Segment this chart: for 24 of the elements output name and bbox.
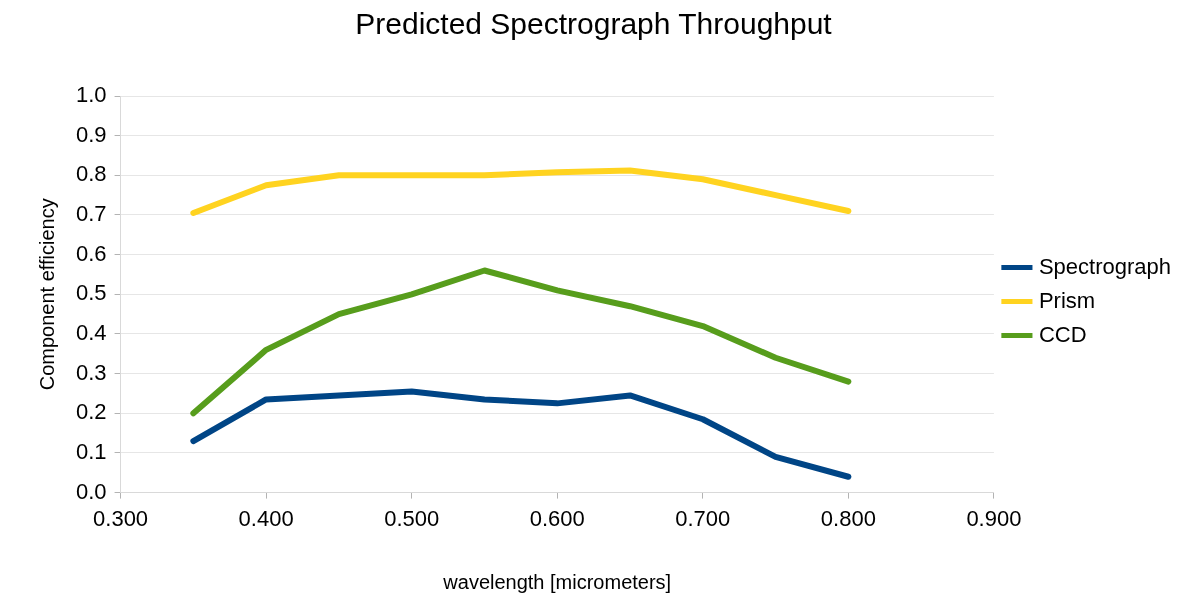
y-tick-label: 0.8 [75, 161, 107, 187]
y-tick-label: 0.1 [75, 439, 107, 464]
x-tick-label: 0.600 [529, 505, 585, 531]
x-axis-title: wavelength [micrometers] [442, 570, 672, 593]
legend-label: Spectrograph [1038, 253, 1172, 279]
chart-title: Predicted Spectrograph Throughput [355, 7, 833, 41]
y-tick-label: 0.5 [75, 280, 107, 306]
y-axis-title: Component efficiency [35, 198, 58, 391]
y-tick-label: 0.4 [75, 320, 107, 346]
legend-label: Prism [1038, 287, 1096, 313]
x-tick-label: 0.500 [384, 505, 440, 531]
x-tick-label: 0.400 [238, 505, 294, 531]
x-tick-label: 0.700 [675, 505, 731, 531]
y-tick-label: 0.3 [75, 359, 107, 385]
y-tick-label: 0.9 [75, 121, 107, 147]
x-tick-label: 0.800 [820, 505, 876, 531]
y-tick-label: 1.0 [75, 82, 107, 108]
y-tick-label: 0.7 [75, 201, 107, 227]
x-tick-label: 0.300 [93, 505, 149, 531]
y-tick-label: 0.6 [75, 240, 107, 266]
y-tick-label: 0.0 [75, 478, 107, 504]
legend-label: CCD [1038, 321, 1087, 347]
y-tick-label: 0.2 [75, 399, 107, 425]
x-tick-label: 0.900 [966, 505, 1022, 531]
